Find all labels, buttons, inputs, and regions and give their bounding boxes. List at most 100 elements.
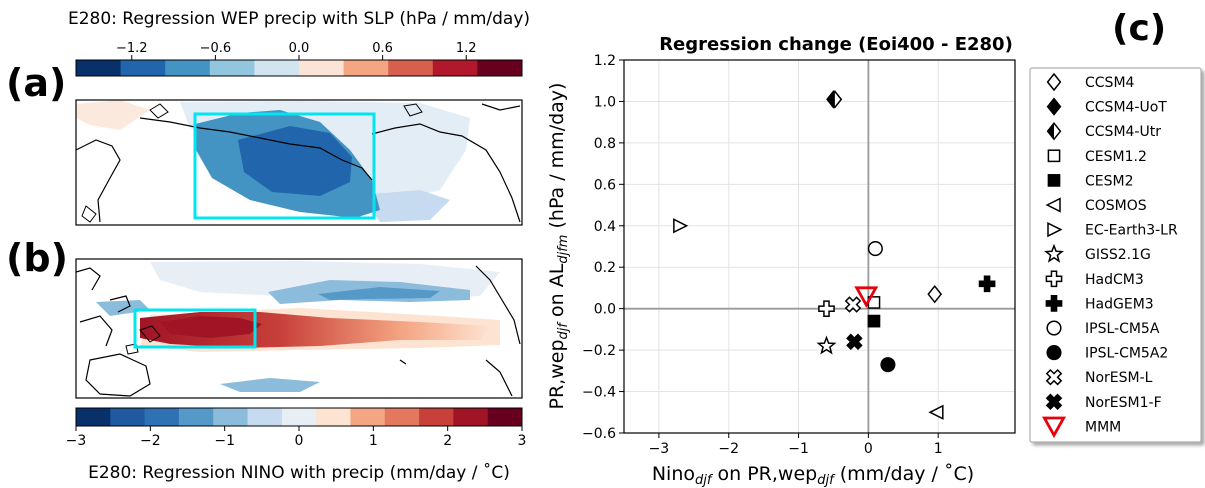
bottom-colorbar-tick-label: 3 xyxy=(518,433,527,449)
top-colorbar-swatch xyxy=(432,60,478,76)
y-tick-label: 1.0 xyxy=(594,94,616,110)
legend-item-label: CESM1.2 xyxy=(1085,149,1147,165)
bottom-colorbar-swatch xyxy=(281,408,317,426)
legend-item: CESM2 xyxy=(1047,173,1134,189)
marker-diamond-open xyxy=(1046,72,1062,92)
marker-plus-open xyxy=(818,300,835,318)
bottom-colorbar-swatch xyxy=(247,408,283,426)
data-point-noresm-l xyxy=(844,296,862,313)
bottom-colorbar-tick-label: −3 xyxy=(66,433,87,449)
legend-item-label: CCSM4 xyxy=(1085,75,1135,91)
legend-item: HadCM3 xyxy=(1045,270,1144,288)
y-tick-label: 0.6 xyxy=(594,177,616,193)
map-a-coastline xyxy=(76,103,521,223)
marker-plus-filled xyxy=(1045,295,1063,312)
marker-triangle-left xyxy=(928,404,944,420)
legend-item: NorESM-L xyxy=(1045,368,1153,386)
data-point-hadcm3 xyxy=(818,300,835,318)
legend-item-label: IPSL-CM5A2 xyxy=(1085,346,1168,362)
data-point-ccsm4 xyxy=(927,284,943,304)
map-b-red-core xyxy=(160,316,262,338)
plot-area xyxy=(624,60,1015,433)
panel-label-a: (a) xyxy=(6,61,66,105)
data-point-cesm2 xyxy=(867,314,881,328)
marker-triangle-left xyxy=(1045,197,1061,213)
x-tick-label: −3 xyxy=(649,441,670,457)
data-point-giss2-1g xyxy=(816,335,837,355)
data-point-noresm1-f xyxy=(846,333,863,351)
legend-item-label: CCSM4-UoT xyxy=(1085,100,1167,116)
map-a-pale-shading-left xyxy=(76,100,150,130)
top-colorbar-tick-label: 1.2 xyxy=(456,41,477,56)
y-tick-label: −0.2 xyxy=(582,343,616,359)
marker-triangle-down-red xyxy=(854,286,879,308)
legend-item: GISS2.1G xyxy=(1043,243,1151,263)
marker-x-filled xyxy=(846,333,863,351)
plot-frame xyxy=(623,59,1016,434)
y-axis-label: PR,wepdjf on ALdjfm (hPa / mm/day) xyxy=(546,83,571,410)
y-tick-label: −0.4 xyxy=(582,385,616,401)
marker-triangle-down-red xyxy=(1042,416,1066,439)
y-tick-label: 0.8 xyxy=(594,136,616,152)
map-a-island-3 xyxy=(403,103,423,117)
marker-circle-filled xyxy=(880,357,896,373)
data-point-cosmos xyxy=(928,404,944,420)
map-b-island-1 xyxy=(139,325,161,343)
marker-square-filled xyxy=(1047,174,1061,187)
bottom-colorbar-swatch xyxy=(350,408,386,426)
bottom-colorbar-swatch xyxy=(384,408,420,426)
map-a-index-box xyxy=(193,112,376,220)
marker-circle-filled xyxy=(1046,345,1062,361)
data-point-ccsm4-utr xyxy=(827,90,843,109)
marker-square-filled xyxy=(867,314,881,328)
legend-item: CCSM4 xyxy=(1046,72,1135,92)
marker-x-open xyxy=(844,296,862,313)
legend-item: CCSM4-Utr xyxy=(1046,121,1161,141)
legend-item: EC-Earth3-LR xyxy=(1047,221,1178,239)
marker-square-open xyxy=(1047,149,1061,163)
y-tick-label: −0.6 xyxy=(582,426,616,442)
marker-diamond-open xyxy=(927,284,943,304)
map-a xyxy=(75,99,523,226)
map-a-island-1 xyxy=(81,205,97,223)
legend-item-label: EC-Earth3-LR xyxy=(1085,223,1178,239)
scatter-plot: −3 −2 −1 0 1 −0.6 −0.4 −0.2 0.0 0.2 0.4 0.6 0.8 1.0 1.… xyxy=(582,53,1016,457)
x-tick-label: −1 xyxy=(788,441,809,457)
legend-item: NorESM1-F xyxy=(1045,393,1162,411)
marker-triangle-right xyxy=(1047,221,1063,238)
marker-triangle-right xyxy=(673,218,689,234)
bottom-colorbar-tick-label: 0 xyxy=(295,433,304,449)
x-tick-label: 1 xyxy=(934,441,943,457)
legend-item-label: GISS2.1G xyxy=(1085,247,1151,263)
bottom-colorbar-swatch xyxy=(213,408,249,426)
bottom-colorbar-swatch xyxy=(178,408,214,426)
legend-item-label: HadCM3 xyxy=(1085,272,1144,288)
bottom-colorbar-tick-label: 1 xyxy=(369,433,378,449)
bottom-colorbar-tick-label: −2 xyxy=(140,433,161,449)
marker-plus-open xyxy=(1045,270,1063,288)
marker-x-filled xyxy=(1045,393,1063,411)
y-tick-label: 0.2 xyxy=(594,260,616,276)
legend-item: COSMOS xyxy=(1045,197,1147,214)
top-colorbar-tick-label: −0.6 xyxy=(200,41,232,56)
map-a-low-core xyxy=(238,126,352,196)
data-point-hadgem3 xyxy=(978,275,996,293)
marker-star xyxy=(816,335,837,355)
bottom-colorbar: −3 −2 −1 0 1 2 3 xyxy=(66,407,527,449)
data-point-ipsl-cm5a xyxy=(867,241,883,257)
x-tick-label: −2 xyxy=(718,441,739,457)
bottom-colorbar-tick-label: 2 xyxy=(443,433,452,449)
data-point-ec-earth3-lr xyxy=(673,218,689,234)
legend-item-label: HadGEM3 xyxy=(1085,296,1154,312)
panel-label-b: (b) xyxy=(6,236,68,280)
top-colorbar-tick-label: 0.6 xyxy=(372,41,393,56)
bottom-colorbar-swatch xyxy=(316,408,351,426)
legend-item-label: CCSM4-Utr xyxy=(1085,124,1161,140)
map-b-blue-band-south xyxy=(220,378,320,392)
y-tick-label: 1.2 xyxy=(594,53,616,69)
legend-item-label: IPSL-CM5A xyxy=(1085,321,1160,337)
legend-item-label: NorESM1-F xyxy=(1085,395,1162,411)
top-colorbar-tick-label: −1.2 xyxy=(116,41,148,56)
marker-circle-open xyxy=(1046,320,1062,336)
